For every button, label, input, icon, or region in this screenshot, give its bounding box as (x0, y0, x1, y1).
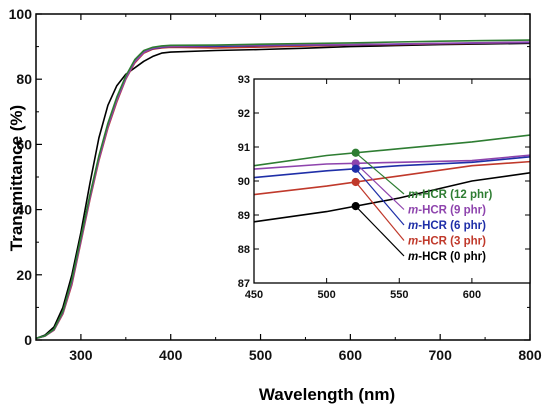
inset-y-tick-label: 89 (238, 210, 250, 222)
leader-line (355, 181, 405, 241)
legend-label: m-HCR (12 phr) (408, 189, 493, 201)
legend-label-suffix: -HCR (9 phr) (418, 205, 486, 217)
y-tick-label: 80 (16, 71, 32, 87)
legend-label-suffix: -HCR (6 phr) (418, 220, 486, 232)
series-line-main (35, 39, 531, 340)
legend-label: m-HCR (0 phr) (408, 251, 486, 263)
leader-line (355, 152, 405, 195)
leader-line (355, 162, 405, 210)
y-tick-label: 60 (16, 136, 32, 152)
legend-label: m-HCR (9 phr) (408, 205, 486, 217)
legend-label-prefix: m (408, 205, 418, 217)
x-tick-label: 600 (339, 347, 363, 363)
inset-x-tick-label: 600 (463, 289, 481, 301)
x-tick-label: 400 (159, 347, 183, 363)
inset-y-tick-label: 93 (238, 74, 250, 86)
inset-y-tick-label: 88 (238, 244, 250, 256)
inset-lines (254, 134, 530, 223)
y-axis-label: Transmittance (%) (7, 105, 26, 251)
inset-frame (253, 78, 531, 284)
x-tick-label: 500 (249, 347, 273, 363)
inset-y-tick-label: 92 (238, 108, 250, 120)
series-marker (351, 164, 360, 173)
legend-label-prefix: m (408, 220, 418, 232)
y-tick-label: 100 (9, 6, 33, 22)
inset-y-tick-label: 91 (238, 142, 250, 154)
inset-background (254, 79, 530, 283)
series-marker (351, 148, 360, 157)
series-marker (351, 202, 360, 211)
legend-label-prefix: m (408, 189, 418, 201)
series-line-inset (254, 172, 530, 223)
inset-x-tick-label: 550 (390, 289, 408, 301)
series-line-inset (254, 154, 530, 170)
x-axis-label: Wavelength (nm) (259, 385, 395, 404)
y-tick-label: 0 (24, 332, 32, 348)
inset-x-tick-label: 450 (245, 289, 263, 301)
series-marker (351, 177, 360, 187)
inset-y-tick-label: 87 (238, 278, 250, 290)
legend-label: m-HCR (3 phr) (408, 236, 486, 248)
legend-label-suffix: -HCR (12 phr) (418, 189, 492, 201)
legend-label-suffix: -HCR (0 phr) (418, 251, 486, 263)
x-tick-label: 300 (69, 347, 93, 363)
series-line-inset (254, 160, 530, 196)
y-tick-label: 40 (16, 202, 32, 218)
series-line-main (35, 41, 531, 340)
series-line-inset (254, 134, 530, 167)
legend-label-prefix: m (408, 236, 418, 248)
series-line-main (35, 42, 531, 340)
x-tick-label: 700 (429, 347, 453, 363)
x-tick-label: 800 (518, 347, 542, 363)
leader-line (355, 205, 405, 257)
legend-label-prefix: m (408, 251, 418, 263)
y-tick-label: 20 (16, 267, 32, 283)
inset-y-tick-label: 90 (238, 176, 250, 188)
inset-x-tick-label: 500 (317, 289, 335, 301)
leader-line (355, 168, 405, 226)
series-line-inset (254, 156, 530, 179)
legend-label-suffix: -HCR (3 phr) (418, 236, 486, 248)
legend-label: m-HCR (6 phr) (408, 220, 486, 232)
